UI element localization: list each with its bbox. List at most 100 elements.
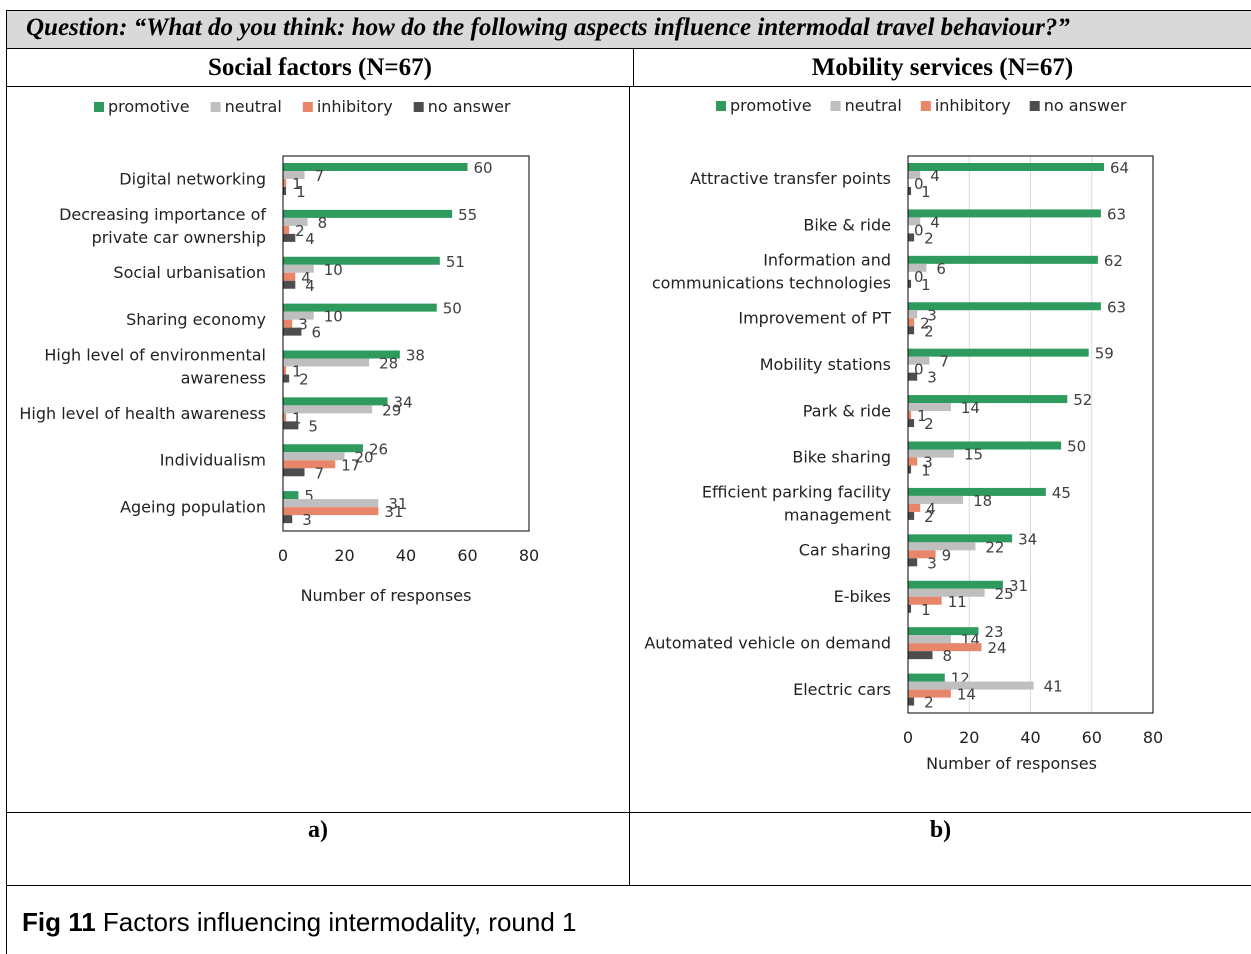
- bar-inhibitory: [908, 643, 982, 652]
- data-label-promotive: 60: [474, 159, 493, 177]
- figure-caption: Fig 11 Factors influencing intermodality…: [22, 907, 576, 938]
- bar-promotive: [908, 348, 1089, 357]
- data-label-no-answer: 3: [302, 511, 312, 529]
- data-label-inhibitory: 0: [914, 268, 924, 286]
- data-label-no-answer: 7: [315, 464, 325, 482]
- bar-no-answer: [283, 233, 296, 242]
- data-label-neutral: 25: [995, 585, 1014, 603]
- data-label-inhibitory: 11: [948, 593, 967, 611]
- sublabel-a: a): [308, 817, 328, 843]
- bar-promotive: [908, 255, 1098, 264]
- bar-inhibitory: [908, 457, 918, 466]
- legend-swatch-inhibitory: [302, 102, 313, 112]
- caption-text: Factors influencing intermodality, round…: [95, 907, 577, 937]
- category-label: Bike sharing: [792, 448, 891, 467]
- data-label-neutral: 10: [324, 308, 343, 326]
- data-label-inhibitory: 0: [914, 221, 924, 239]
- data-label-neutral: 4: [930, 167, 940, 185]
- data-label-neutral: 31: [388, 495, 407, 513]
- bar-neutral: [908, 403, 951, 412]
- bar-promotive: [908, 302, 1101, 311]
- bar-no-answer: [283, 515, 293, 524]
- bar-no-answer: [283, 421, 299, 430]
- divider-header-columns: [633, 48, 634, 86]
- legend-label-promotive: promotive: [730, 96, 812, 115]
- x-tick-label-20: 20: [334, 546, 354, 565]
- legend-label-no-answer: no answer: [1044, 96, 1127, 115]
- bar-no-answer: [283, 187, 287, 195]
- legend-swatch-no-answer: [1029, 101, 1040, 111]
- data-label-neutral: 28: [379, 355, 398, 373]
- category-label: E-bikes: [834, 587, 891, 606]
- data-label-no-answer: 1: [921, 462, 931, 480]
- data-label-no-answer: 3: [927, 554, 937, 572]
- data-label-inhibitory: 1: [917, 407, 927, 425]
- bar-neutral: [283, 264, 314, 273]
- category-label: Mobility stations: [760, 355, 891, 374]
- bar-neutral: [908, 681, 1034, 690]
- bar-neutral: [283, 311, 314, 320]
- bar-inhibitory: [283, 507, 379, 516]
- bar-neutral: [908, 542, 976, 551]
- data-label-promotive: 52: [1073, 391, 1092, 409]
- data-label-no-answer: 5: [308, 417, 318, 435]
- data-label-promotive: 31: [1009, 577, 1028, 595]
- caption-label: Fig 11: [22, 907, 96, 937]
- data-label-inhibitory: 0: [914, 361, 924, 379]
- bar-neutral: [283, 452, 345, 461]
- data-label-no-answer: 2: [924, 508, 934, 526]
- bar-inhibitory: [283, 272, 296, 281]
- bar-inhibitory: [908, 550, 936, 559]
- legend-swatch-no-answer: [413, 102, 424, 112]
- data-label-no-answer: 4: [305, 230, 315, 248]
- header-mobility-services: Mobility services (N=67): [811, 54, 1074, 81]
- divider-sublabels: [7, 885, 1251, 886]
- category-label: private car ownership: [92, 228, 266, 247]
- legend-label-neutral: neutral: [225, 97, 282, 116]
- legend-swatch-neutral: [830, 101, 841, 111]
- data-label-inhibitory: 9: [942, 546, 952, 564]
- bar-promotive: [908, 627, 979, 636]
- data-label-neutral: 7: [315, 167, 325, 185]
- legend-label-inhibitory: inhibitory: [935, 96, 1011, 115]
- bar-neutral: [908, 171, 921, 179]
- bar-no-answer: [908, 233, 915, 242]
- bar-no-answer: [908, 465, 912, 474]
- bar-promotive: [283, 303, 437, 312]
- data-label-neutral: 20: [355, 448, 374, 466]
- plot-border: [282, 155, 530, 532]
- data-label-promotive: 64: [1110, 159, 1129, 177]
- data-label-inhibitory: 17: [341, 456, 360, 474]
- data-label-no-answer: 4: [305, 277, 315, 295]
- bar-inhibitory: [283, 225, 290, 234]
- category-label: Car sharing: [799, 541, 891, 560]
- bar-neutral: [908, 449, 954, 458]
- bar-neutral: [283, 358, 370, 367]
- x-axis-title: Number of responses: [301, 586, 472, 605]
- bar-promotive: [283, 491, 299, 500]
- data-label-no-answer: 2: [924, 694, 934, 712]
- x-tick-label-0: 0: [903, 728, 913, 747]
- x-tick-label-80: 80: [519, 546, 539, 565]
- data-label-inhibitory: 31: [384, 503, 403, 521]
- bar-neutral: [283, 217, 308, 226]
- data-label-inhibitory: 4: [301, 269, 311, 287]
- bar-promotive: [908, 580, 1003, 589]
- data-label-inhibitory: 1: [292, 409, 302, 427]
- bar-neutral: [908, 635, 951, 644]
- category-label: Attractive transfer points: [690, 169, 891, 188]
- legend-swatch-inhibitory: [920, 101, 931, 111]
- bar-promotive: [283, 350, 400, 359]
- bar-neutral: [908, 217, 921, 226]
- data-label-no-answer: 2: [924, 415, 934, 433]
- bar-inhibitory: [908, 689, 951, 698]
- bar-no-answer: [908, 326, 915, 335]
- bar-no-answer: [908, 558, 918, 567]
- data-label-inhibitory: 14: [957, 686, 976, 704]
- bar-promotive: [908, 209, 1101, 218]
- chart-social-factors: promotive neutral inhibitory no answer60711…: [19, 97, 539, 605]
- category-label: Digital networking: [119, 169, 266, 188]
- bar-neutral: [908, 588, 985, 597]
- category-label: Sharing economy: [126, 310, 266, 329]
- x-axis-title: Number of responses: [926, 754, 1097, 773]
